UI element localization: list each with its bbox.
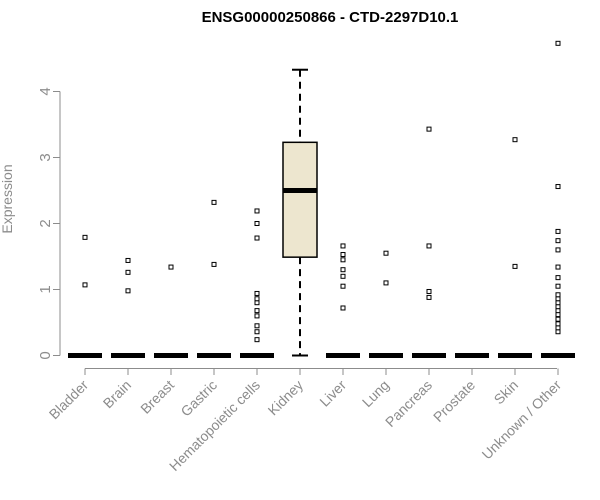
- y-tick-label: 4: [37, 87, 54, 95]
- outlier-point: [512, 137, 518, 143]
- box-group: [326, 243, 360, 358]
- outlier-point: [254, 313, 260, 319]
- outlier-point: [125, 257, 131, 263]
- outlier-point: [555, 304, 561, 310]
- outlier-point: [555, 283, 561, 289]
- outlier-point: [254, 337, 260, 343]
- outlier-point: [383, 250, 389, 256]
- outlier-point: [211, 199, 217, 205]
- outlier-point: [512, 263, 518, 269]
- outlier-point: [340, 257, 346, 263]
- y-tick-label: 1: [37, 285, 54, 293]
- box-group: [197, 199, 231, 358]
- outlier-point: [125, 288, 131, 294]
- box-group: [412, 126, 446, 358]
- outlier-point: [254, 290, 260, 296]
- outlier-point: [555, 292, 561, 298]
- box-group: [498, 137, 532, 358]
- outlier-point: [426, 288, 432, 294]
- outlier-point: [555, 238, 561, 244]
- outlier-point: [254, 308, 260, 314]
- outlier-point: [254, 300, 260, 306]
- x-tick-label: Gastric: [177, 377, 220, 420]
- outlier-point: [555, 316, 561, 322]
- x-tick-label: Skin: [491, 377, 522, 408]
- outlier-point: [340, 283, 346, 289]
- outlier-point: [555, 321, 561, 327]
- outlier-point: [555, 296, 561, 302]
- box-group: [154, 264, 188, 358]
- outlier-point: [426, 243, 432, 249]
- outlier-point: [555, 325, 561, 331]
- outlier-point: [340, 273, 346, 279]
- outlier-point: [340, 252, 346, 258]
- x-tick-label: Unknown / Other: [479, 377, 565, 463]
- outlier-point: [555, 264, 561, 270]
- y-axis-label: Expression: [0, 164, 15, 233]
- outlier-point: [383, 280, 389, 286]
- outlier-point: [555, 247, 561, 253]
- outlier-point: [340, 267, 346, 273]
- box-group: [369, 250, 403, 358]
- x-tick-label: Prostate: [430, 377, 478, 425]
- outlier-point: [211, 261, 217, 267]
- outlier-point: [125, 269, 131, 275]
- outlier-point: [555, 184, 561, 190]
- y-ticks: 0 1 2 3 4: [37, 87, 60, 360]
- x-tick-label: Liver: [316, 377, 349, 410]
- outlier-point: [555, 228, 561, 234]
- x-tick-label: Brain: [100, 377, 134, 411]
- outlier-point: [254, 323, 260, 329]
- outlier-point: [254, 329, 260, 335]
- box-plot-series: [68, 40, 575, 358]
- outlier-point: [555, 329, 561, 335]
- outlier-point: [340, 305, 346, 311]
- box-group: [68, 234, 102, 358]
- outlier-point: [555, 300, 561, 306]
- outlier-point: [555, 308, 561, 314]
- x-tick-label: Lung: [359, 377, 392, 410]
- y-tick-label: 2: [37, 219, 54, 227]
- outlier-point: [555, 312, 561, 318]
- box-group: [541, 40, 575, 358]
- outlier-point: [254, 221, 260, 226]
- outlier-point: [555, 275, 561, 281]
- outlier-point: [426, 294, 432, 300]
- outlier-point: [340, 243, 346, 249]
- outlier-point: [254, 235, 260, 241]
- outlier-point: [254, 208, 260, 214]
- outlier-point: [555, 40, 561, 46]
- outlier-point: [254, 296, 260, 302]
- x-tick-label: Pancreas: [382, 377, 435, 430]
- outlier-point: [426, 126, 432, 132]
- x-tick-label: Kidney: [265, 377, 307, 419]
- box-group: [240, 208, 274, 358]
- outlier-point: [168, 264, 174, 270]
- chart-title: ENSG00000250866 - CTD-2297D10.1: [202, 9, 459, 26]
- box-group: [282, 68, 318, 357]
- outlier-point: [82, 282, 88, 288]
- box-group: [111, 257, 145, 358]
- y-tick-label: 0: [37, 351, 54, 359]
- y-tick-label: 3: [37, 153, 54, 161]
- x-tick-label: Breast: [137, 377, 177, 417]
- outlier-point: [82, 234, 88, 240]
- box-iqr: [282, 141, 318, 258]
- x-tick-label: Bladder: [46, 377, 92, 423]
